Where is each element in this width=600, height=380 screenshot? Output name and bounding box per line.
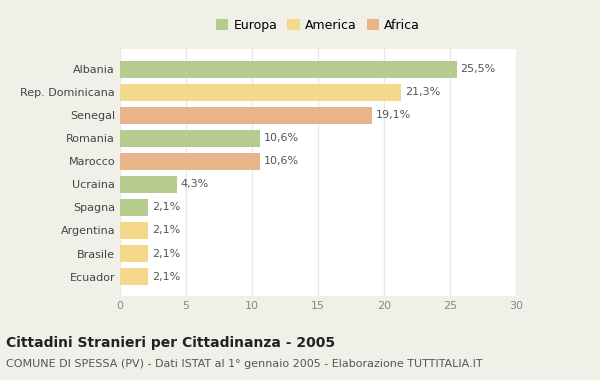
Legend: Europa, America, Africa: Europa, America, Africa <box>211 14 425 36</box>
Text: Cittadini Stranieri per Cittadinanza - 2005: Cittadini Stranieri per Cittadinanza - 2… <box>6 336 335 350</box>
Text: 2,1%: 2,1% <box>152 225 180 236</box>
Bar <box>120 84 401 101</box>
Text: 2,1%: 2,1% <box>152 203 180 212</box>
Text: 10,6%: 10,6% <box>264 157 299 166</box>
Text: COMUNE DI SPESSA (PV) - Dati ISTAT al 1° gennaio 2005 - Elaborazione TUTTITALIA.: COMUNE DI SPESSA (PV) - Dati ISTAT al 1°… <box>6 359 482 369</box>
Bar <box>120 245 148 262</box>
Bar <box>120 107 372 124</box>
Text: 4,3%: 4,3% <box>181 179 209 189</box>
Bar <box>120 61 457 78</box>
Bar <box>120 268 148 285</box>
Text: 10,6%: 10,6% <box>264 133 299 143</box>
Text: 2,1%: 2,1% <box>152 272 180 282</box>
Bar <box>120 176 177 193</box>
Bar <box>120 130 260 147</box>
Text: 21,3%: 21,3% <box>405 87 440 97</box>
Text: 19,1%: 19,1% <box>376 110 412 120</box>
Bar <box>120 199 148 216</box>
Bar <box>120 222 148 239</box>
Text: 25,5%: 25,5% <box>461 64 496 74</box>
Bar <box>120 153 260 170</box>
Text: 2,1%: 2,1% <box>152 249 180 258</box>
